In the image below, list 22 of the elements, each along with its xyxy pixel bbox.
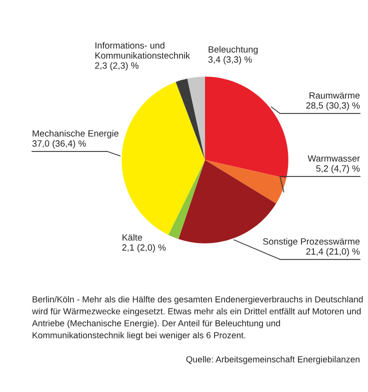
pie-slice — [176, 78, 205, 160]
slice-label: Beleuchtung — [208, 46, 258, 54]
pie-slice — [205, 76, 288, 178]
pie-slice — [168, 160, 205, 239]
slice-label: Mechanische Energie — [32, 130, 118, 138]
pie-slice — [122, 82, 205, 235]
data-label: 5,2 (4,7) % — [316, 165, 360, 174]
data-label: 2,1 (2,0) % — [122, 244, 166, 252]
slice-label: Warmwasser — [308, 155, 360, 162]
source-note: Quelle: Arbeitsgemeinschaft Energiebilanzen — [186, 356, 360, 364]
slice-label: Informations- und Kommunikationstechnik — [95, 42, 190, 59]
pie-slice — [205, 160, 286, 204]
slice-label: Raumwärme — [310, 92, 360, 99]
data-label: 3,4 (3,3) % — [208, 56, 252, 64]
slice-label: Kälte — [122, 234, 142, 241]
slice-label: Sonstige Prozesswärme — [263, 238, 360, 246]
data-label: 37,0 (36,4) % — [32, 140, 86, 148]
data-label: 2,3 (2,3) % — [95, 62, 138, 71]
pie-slice — [187, 76, 205, 160]
data-label: 28,5 (30,3) % — [306, 102, 360, 110]
data-label: 21,4 (21,0) % — [306, 248, 360, 256]
text: Berlin/Köln - Mehr als die Hälfte des gesamten Endenergieverbrauchs in Deutschland wird für Wärmezwecke eingesetzt. Etwas mehr als ein Drittel entfällt auf Motoren und Antriebe (Mechanische Energie). Der Anteil für Beleuchtung und Kommunikationstechnik liegt bei weniger als 6 Prozent. — [32, 296, 363, 340]
